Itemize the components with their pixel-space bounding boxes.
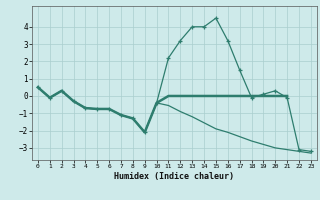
- X-axis label: Humidex (Indice chaleur): Humidex (Indice chaleur): [115, 172, 234, 181]
